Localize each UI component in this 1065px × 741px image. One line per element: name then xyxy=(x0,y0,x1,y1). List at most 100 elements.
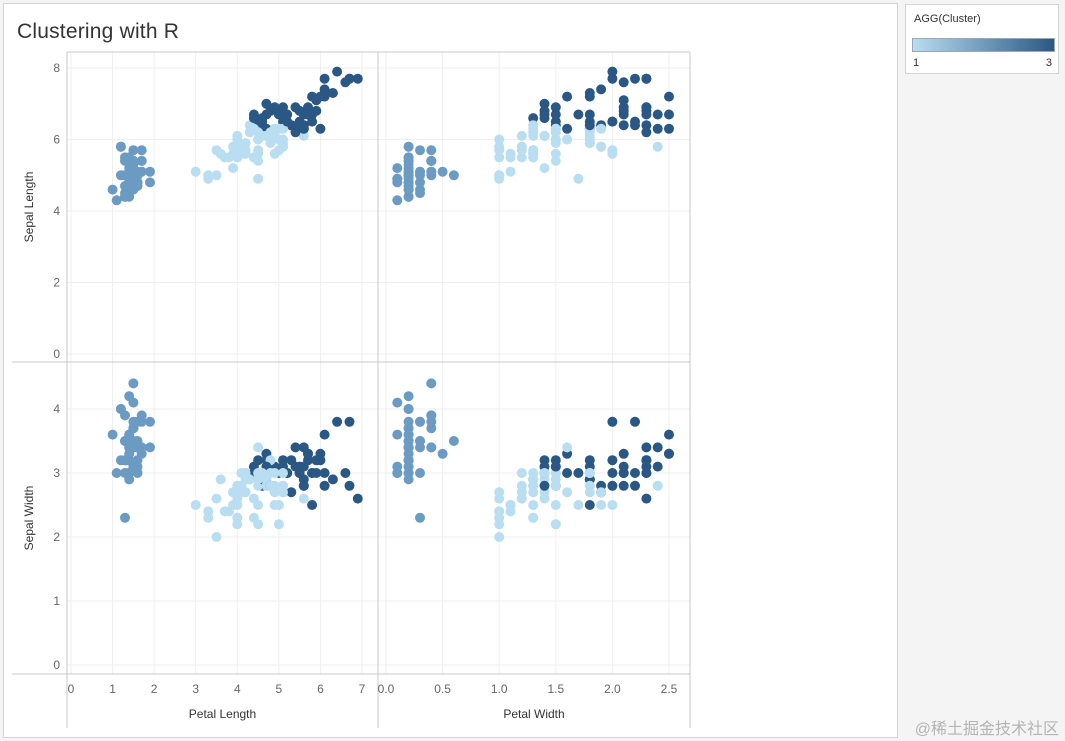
scatter-point xyxy=(236,480,247,491)
scatter-point xyxy=(232,493,243,504)
scatter-point xyxy=(528,145,539,156)
scatter-point xyxy=(562,442,573,453)
scatter-point xyxy=(203,170,214,181)
scatter-point xyxy=(211,170,222,181)
scatter-point xyxy=(528,127,539,138)
scatter-point xyxy=(630,416,640,427)
scatter-point xyxy=(437,448,448,459)
scatter-point xyxy=(124,448,135,459)
scatter-point xyxy=(448,170,459,181)
scatter-point xyxy=(132,436,143,446)
scatter-point xyxy=(573,468,584,478)
scatter-point xyxy=(550,148,561,159)
scatter-point xyxy=(415,177,425,188)
scatter-point xyxy=(111,195,122,206)
scatter-point xyxy=(426,155,437,166)
scatter-point xyxy=(528,113,539,124)
y-tick-label: 4 xyxy=(53,204,60,218)
scatter-point xyxy=(136,145,147,156)
scatter-point xyxy=(516,130,527,141)
scatter-point xyxy=(128,378,139,389)
scatter-point xyxy=(607,73,618,84)
scatter-point xyxy=(403,404,414,414)
scatter-point xyxy=(244,127,255,138)
x-tick-label: 2 xyxy=(151,682,158,696)
scatter-point xyxy=(415,188,425,199)
scatter-point xyxy=(494,532,505,542)
scatter-point xyxy=(664,109,674,120)
scatter-point xyxy=(415,512,425,523)
scatter-point xyxy=(265,468,276,478)
scatter-point xyxy=(539,98,550,109)
scatter-point xyxy=(562,487,573,498)
watermark-text: @稀土掘金技术社区 xyxy=(914,721,1059,738)
color-legend[interactable]: AGG(Cluster) 1 3 xyxy=(905,4,1059,74)
x-tick-label: 3 xyxy=(192,682,199,696)
scatter-point xyxy=(282,116,293,127)
scatter-point xyxy=(253,442,264,453)
scatter-point xyxy=(426,442,437,453)
scatter-point xyxy=(528,480,539,491)
scatter-point xyxy=(219,152,230,163)
scatter-point xyxy=(494,170,505,181)
scatter-point xyxy=(550,480,561,491)
scatter-point xyxy=(664,429,674,440)
scatter-point xyxy=(120,436,130,446)
scatter-point xyxy=(528,500,539,510)
scatter-point xyxy=(282,109,293,120)
scatter-point xyxy=(344,416,355,427)
scatter-point xyxy=(298,480,309,491)
scatter-point xyxy=(403,391,414,402)
scatter-point xyxy=(403,184,414,195)
scatter-point xyxy=(426,378,437,389)
scatter-point xyxy=(573,109,584,120)
scatter-point xyxy=(392,195,403,206)
x-tick-label: 1.5 xyxy=(547,682,564,696)
chart-title: Clustering with R xyxy=(17,20,180,43)
scatter-point xyxy=(550,109,561,120)
y-tick-label: 8 xyxy=(53,61,60,75)
scatter-point xyxy=(319,468,330,478)
scatter-point xyxy=(307,500,318,510)
scatter-point xyxy=(584,120,595,131)
scatter-point xyxy=(607,116,618,127)
legend-color-ramp xyxy=(912,38,1055,52)
scatter-point xyxy=(494,134,505,145)
scatter-point xyxy=(392,397,403,408)
scatter-point xyxy=(273,500,284,510)
scatter-point xyxy=(652,442,663,453)
scatter-point xyxy=(124,177,135,188)
scatter-point xyxy=(641,442,652,453)
scatter-point xyxy=(618,77,629,88)
scatter-point xyxy=(415,436,425,446)
scatter-point xyxy=(392,163,403,174)
x-tick-label: 2.0 xyxy=(604,682,621,696)
scatter-point xyxy=(327,474,338,485)
scatter-point xyxy=(403,177,414,188)
scatter-point xyxy=(145,177,155,188)
scatter-point xyxy=(596,141,607,152)
scatter-point xyxy=(124,170,135,181)
scatter-point xyxy=(340,468,351,478)
scatter-point xyxy=(332,416,343,427)
scatter-point xyxy=(253,500,264,510)
scatter-point xyxy=(290,102,301,113)
scatter-point xyxy=(248,113,259,124)
scatter-point xyxy=(265,134,276,145)
scatter-point xyxy=(415,468,425,478)
scatter-point xyxy=(253,173,264,184)
scatter-point xyxy=(403,191,414,202)
scatter-point xyxy=(124,391,135,402)
scatter-point xyxy=(550,102,561,113)
x-tick-label: 2.5 xyxy=(661,682,678,696)
scatter-point xyxy=(550,123,561,134)
scatter-point xyxy=(448,436,459,446)
scatter-point xyxy=(111,468,122,478)
scatter-point xyxy=(618,448,629,459)
y-tick-label: 6 xyxy=(53,133,60,147)
scatter-point xyxy=(528,512,539,523)
scatter-point xyxy=(290,442,301,453)
scatter-point xyxy=(236,145,247,156)
scatter-point xyxy=(550,116,561,127)
